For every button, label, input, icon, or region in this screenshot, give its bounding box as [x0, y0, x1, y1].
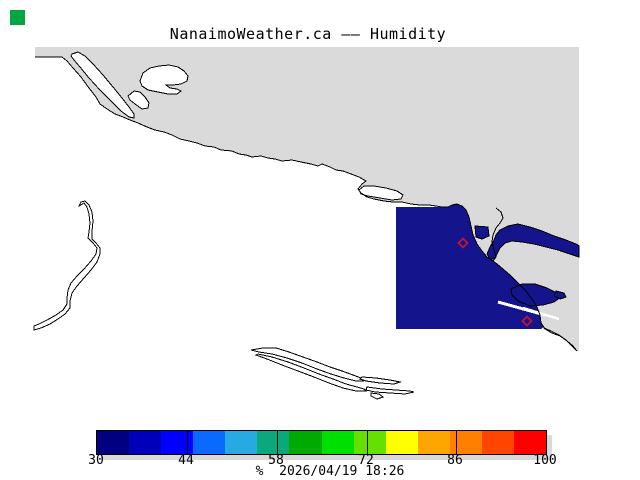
data-region-speck	[553, 290, 567, 300]
scale-tick-label: 58	[268, 453, 284, 468]
peninsula-coast-outline	[491, 207, 504, 262]
humidity-data-region	[396, 204, 543, 329]
islet-outline	[370, 392, 385, 400]
data-region-lobe-southeast	[510, 283, 562, 307]
color-scale-segment	[353, 431, 386, 454]
color-scale-segment	[161, 431, 194, 454]
coastal-lagoon-outline	[358, 185, 404, 201]
green-indicator-square	[10, 10, 25, 25]
scale-tick-line	[187, 431, 188, 454]
texada-island-outline	[33, 200, 101, 331]
river-channel	[522, 306, 560, 321]
howe-sound-data-band	[486, 223, 580, 260]
color-scale-segment	[449, 431, 482, 454]
color-scale-segment	[321, 431, 354, 454]
station-marker-diamond	[457, 237, 469, 249]
page-title: NanaimoWeather.ca —— Humidity	[169, 25, 447, 43]
scale-tick-line	[367, 431, 368, 454]
island-prong-outline	[365, 386, 415, 395]
color-scale-segment	[257, 431, 290, 454]
inlet-lobe-east	[139, 64, 189, 95]
humidity-color-scale	[96, 430, 547, 455]
color-scale-segment	[289, 431, 322, 454]
gabriola-island-outline	[250, 347, 364, 382]
station-marker-diamond	[521, 315, 533, 327]
scale-tick-label: 72	[358, 453, 374, 468]
inlet-channel	[127, 90, 150, 110]
color-scale-segment	[385, 431, 418, 454]
island-prong-outline	[359, 376, 402, 385]
bottomright-coast-outline	[540, 322, 578, 352]
scale-tick-line	[277, 431, 278, 454]
coastline-outline	[35, 56, 578, 352]
color-scale-segment	[514, 431, 547, 454]
scale-tick-line	[456, 431, 457, 454]
color-scale-segment	[481, 431, 515, 454]
color-scale-segment	[417, 431, 450, 454]
mainland-landmass	[35, 47, 579, 351]
color-scale-segment	[97, 431, 130, 454]
color-scale-segment	[193, 431, 226, 454]
color-scale-segment	[225, 431, 258, 454]
inlet-lobe-west	[70, 51, 135, 119]
island-outline-south	[254, 353, 368, 392]
scale-unit-and-timestamp: % 2026/04/19 18:26	[255, 464, 405, 479]
scale-tick-label: 86	[447, 453, 463, 468]
color-scale-segment	[129, 431, 162, 454]
scale-tick-label: 100	[533, 453, 557, 468]
scale-tick-label: 30	[88, 453, 104, 468]
scale-tick-label: 44	[178, 453, 194, 468]
data-region-inlet-pocket	[474, 225, 490, 240]
